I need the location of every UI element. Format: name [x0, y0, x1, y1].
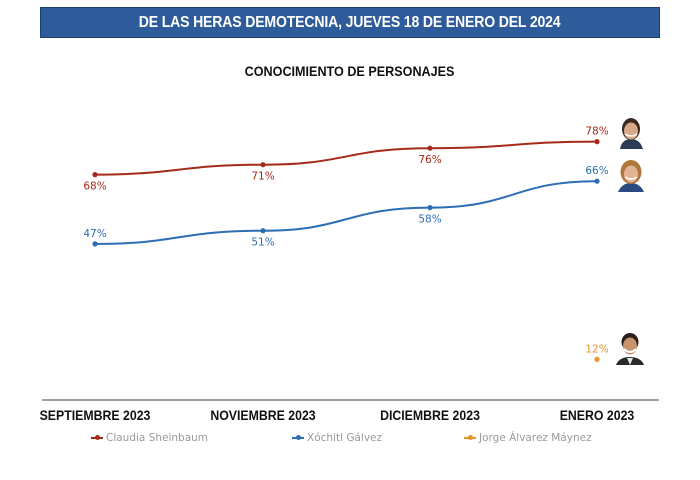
data-point: [260, 162, 266, 168]
data-label: 66%: [585, 165, 608, 177]
legend-item-claudia: Claudia Sheinbaum: [91, 432, 208, 444]
x-tick-labels: SEPTIEMBRE 2023 NOVIEMBRE 2023 DICIEMBRE 2…: [40, 407, 635, 423]
data-point: [92, 241, 98, 247]
chart-title: CONOCIMIENTO DE PERSONAJES: [0, 63, 700, 79]
data-label: 68%: [83, 181, 106, 193]
x-tick-label: DICIEMBRE 2023: [380, 407, 480, 423]
data-point: [427, 205, 433, 211]
person-photo-icon: [613, 330, 647, 365]
photo-jorge-alvarez-maynez: [613, 330, 647, 365]
series-1: 47% 51% 58% 66%: [83, 165, 608, 249]
chart-title-text: CONOCIMIENTO DE PERSONAJES: [245, 63, 455, 79]
chart-legend: Claudia Sheinbaum Xóchitl Gálvez Jorge Á…: [0, 432, 700, 448]
data-point: [92, 172, 98, 178]
x-tick-label: SEPTIEMBRE 2023: [40, 407, 151, 423]
data-label: 51%: [251, 237, 274, 249]
person-photo-icon: [614, 157, 648, 192]
legend-item-jorge: Jorge Álvarez Máynez: [464, 432, 592, 444]
data-point: [594, 139, 600, 145]
legend-label: Jorge Álvarez Máynez: [479, 432, 592, 444]
legend-label: Claudia Sheinbaum: [106, 432, 209, 444]
series-layer: 68% 71% 76% 78% 47% 51% 58% 66% 12%: [83, 126, 609, 362]
data-point: [260, 228, 266, 234]
legend-marker-icon: [91, 435, 103, 440]
series-line: [94, 180, 598, 245]
data-label: 76%: [418, 154, 441, 166]
person-photo-icon: [614, 114, 648, 149]
series-line: [94, 140, 598, 176]
data-label: 47%: [83, 228, 106, 240]
banner-text: DE LAS HERAS DEMOTECNIA, JUEVES 18 DE EN…: [139, 13, 561, 31]
data-label: 12%: [585, 343, 608, 355]
x-tick-label: NOVIEMBRE 2023: [210, 407, 315, 423]
legend-label: Xóchitl Gálvez: [307, 432, 383, 444]
legend-item-xochitl: Xóchitl Gálvez: [292, 432, 382, 444]
data-label: 71%: [251, 171, 274, 183]
photo-claudia-sheinbaum: [614, 114, 648, 149]
data-label: 58%: [418, 214, 441, 226]
photo-xochitl-galvez: [614, 157, 648, 192]
x-tick-label: ENERO 2023: [560, 407, 635, 423]
legend-marker-icon: [464, 435, 476, 440]
header-banner: DE LAS HERAS DEMOTECNIA, JUEVES 18 DE EN…: [40, 7, 660, 38]
series-0: 68% 71% 76% 78%: [83, 126, 608, 193]
legend-marker-icon: [292, 435, 304, 440]
data-label: 78%: [585, 126, 608, 138]
series-2: 12%: [585, 343, 609, 362]
data-point: [594, 356, 600, 362]
data-point: [594, 178, 600, 184]
data-point: [427, 145, 433, 151]
